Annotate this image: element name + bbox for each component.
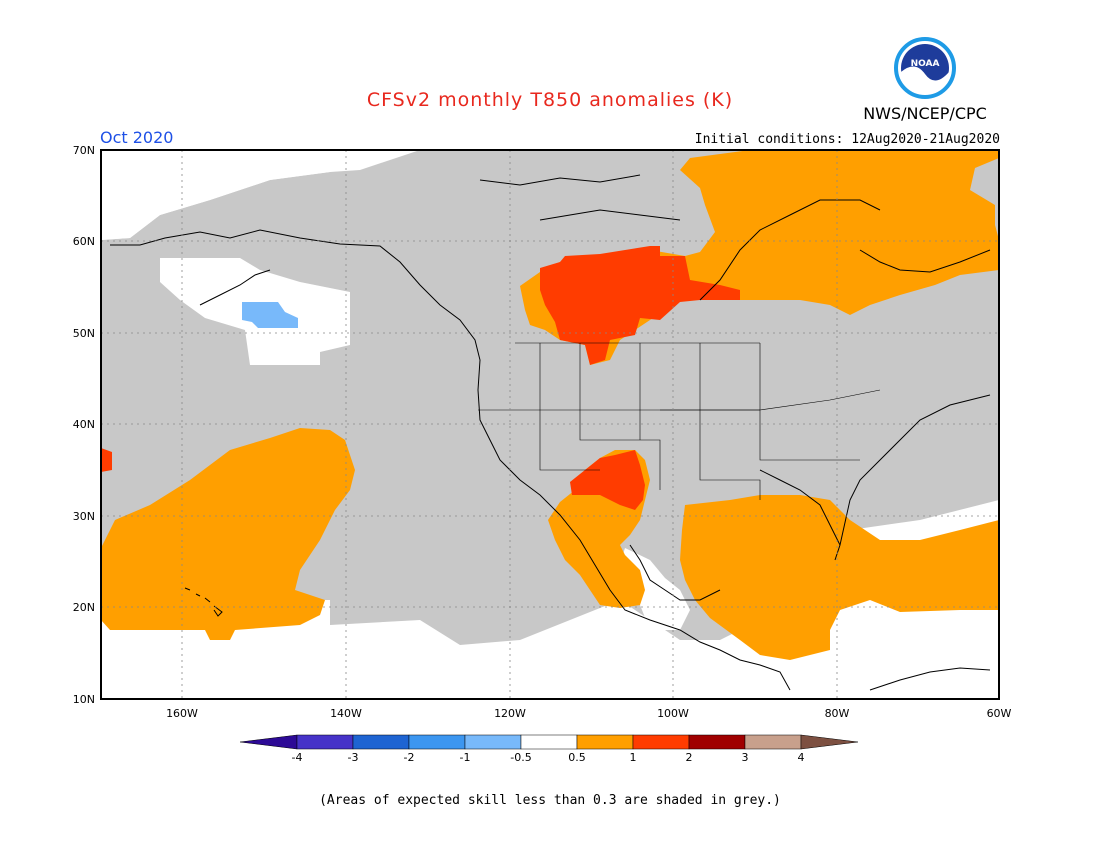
legend-tick-label: -0.5 [510, 751, 531, 764]
state-borders [478, 342, 881, 500]
lon-tick-label: 60W [987, 707, 1012, 720]
legend-tick-label: -2 [404, 751, 415, 764]
lat-tick-label: 40N [73, 418, 95, 431]
legend-swatch [744, 734, 802, 750]
graticule [101, 150, 999, 699]
coastlines [110, 174, 991, 691]
lon-tick-label: 140W [330, 707, 362, 720]
noaa-logo: NOAA [894, 37, 956, 99]
legend-tick-label: 2 [686, 751, 693, 764]
initial-conditions: Initial conditions: 12Aug2020-21Aug2020 [694, 132, 1000, 147]
legend-tick-label: 1 [630, 751, 637, 764]
legend-tick-label: 4 [798, 751, 805, 764]
legend-tick-label: -1 [460, 751, 471, 764]
legend-tick-label: -3 [348, 751, 359, 764]
lat-tick-label: 60N [73, 235, 95, 248]
legend-swatch [352, 734, 410, 750]
legend-swatch [408, 734, 466, 750]
skill-footnote: (Areas of expected skill less than 0.3 a… [319, 793, 781, 808]
lat-tick-label: 50N [73, 327, 95, 340]
cool-anomaly-blue [242, 302, 298, 328]
color-legend: -4 -3 -2 -1 -0.5 0.5 1 2 3 4 [239, 734, 859, 764]
map-frame [100, 149, 1000, 700]
legend-swatch [296, 734, 354, 750]
org-label: NWS/NCEP/CPC [863, 104, 987, 123]
legend-swatch [688, 734, 746, 750]
map-title: CFSv2 monthly T850 anomalies (K) [366, 89, 734, 111]
legend-swatch [520, 734, 578, 750]
lon-tick-label: 120W [494, 707, 526, 720]
lat-tick-label: 30N [73, 510, 95, 523]
legend-swatch [464, 734, 522, 750]
noaa-logo-text: NOAA [911, 59, 940, 69]
legend-tick-label: -4 [292, 751, 303, 764]
lat-tick-label: 20N [73, 601, 95, 614]
lat-tick-label: 10N [73, 693, 95, 706]
lon-tick-label: 100W [657, 707, 689, 720]
legend-arrow-right [800, 734, 859, 750]
lat-axis: 70N 60N 50N 40N 30N 20N 10N [73, 144, 95, 706]
forecast-month: Oct 2020 [100, 128, 174, 147]
legend-swatch [576, 734, 634, 750]
lon-tick-label: 160W [166, 707, 198, 720]
lon-axis: 160W 140W 120W 100W 80W 60W [166, 707, 1011, 720]
legend-arrow-left [239, 734, 298, 750]
legend-tick-label: 0.5 [568, 751, 586, 764]
anomaly-field [101, 150, 999, 699]
legend-tick-label: 3 [742, 751, 749, 764]
hawaii-islands [184, 587, 223, 617]
lon-tick-label: 80W [825, 707, 850, 720]
legend-swatch [632, 734, 690, 750]
warm-anomaly-red [540, 246, 740, 510]
lat-tick-label: 70N [73, 144, 95, 157]
